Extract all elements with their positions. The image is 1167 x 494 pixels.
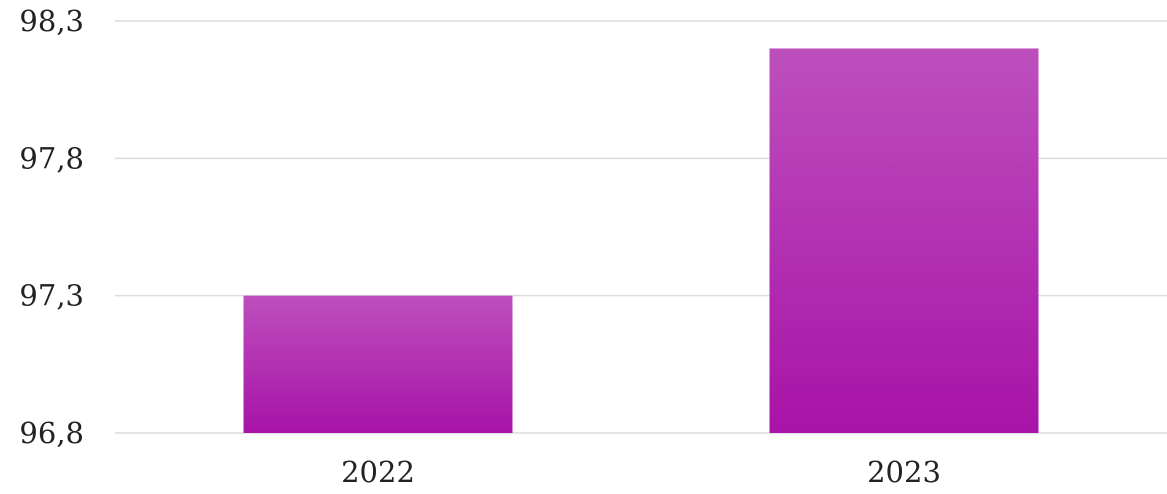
x-tick-label: 2022 [341,455,415,489]
x-tick-label: 2023 [867,455,941,489]
y-tick-label: 96,8 [19,416,84,450]
y-axis-tick-labels: 96,8 97,3 97,8 98,3 [19,4,84,450]
bars [243,48,1039,433]
y-tick-label: 97,3 [19,279,84,313]
y-tick-label: 98,3 [19,4,84,38]
x-axis-tick-labels: 2022 2023 [341,455,941,489]
bar-2022 [243,295,513,433]
y-tick-label: 97,8 [19,141,84,175]
bar-2023 [769,48,1039,433]
